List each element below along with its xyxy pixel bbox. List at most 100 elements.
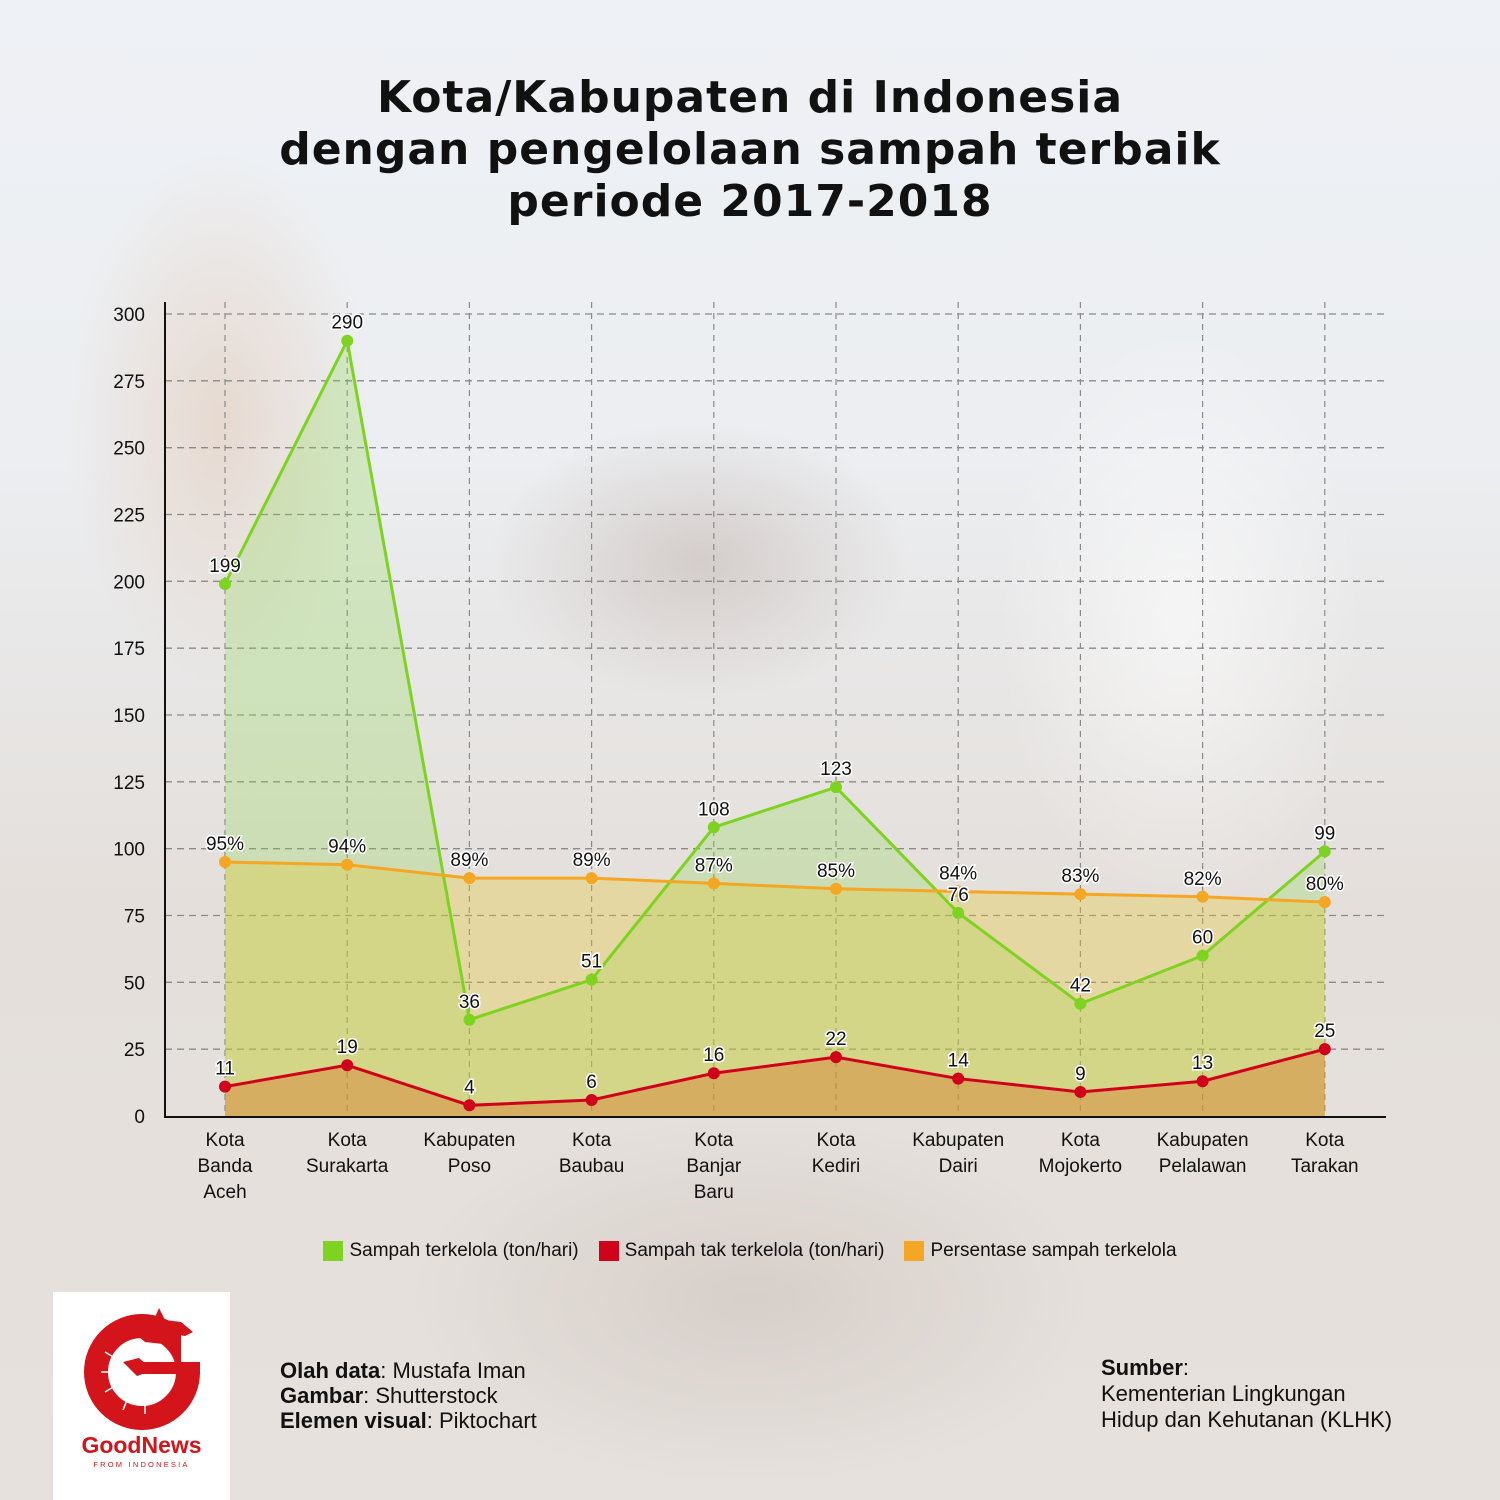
data-point (1074, 1085, 1087, 1098)
data-point (1196, 1075, 1209, 1088)
data-point (585, 973, 598, 986)
legend-swatch-green (323, 1241, 344, 1261)
data-labels: 199 290 36 51 108 123 76 42 60 99 11 19 4 6 16 22 14 9 13 2… (204, 311, 1345, 1100)
source-line-1: Kementerian Lingkungan (1101, 1381, 1346, 1406)
y-tick-label: 50 (124, 973, 145, 994)
legend-item-unmanaged: Sampah tak terkelola (ton/hari) (598, 1240, 885, 1262)
y-tick-label: 175 (113, 639, 145, 660)
data-label: 123 (820, 759, 852, 780)
data-label: 42 (1070, 976, 1091, 997)
data-point (219, 856, 231, 869)
page-title: Kota/Kabupaten di Indonesia dengan penge… (0, 72, 1500, 228)
data-point (1196, 949, 1209, 962)
source-line-2: Hidup dan Kehutanan (KLHK) (1101, 1407, 1393, 1432)
y-tick-label: 225 (113, 506, 145, 527)
data-point (1074, 997, 1087, 1010)
data-point (952, 1072, 965, 1085)
title-line-1: Kota/Kabupaten di Indonesia (376, 72, 1124, 123)
data-point (341, 1059, 354, 1072)
data-point (463, 1099, 476, 1112)
area-fill (225, 862, 1325, 1116)
data-label: 87% (695, 855, 733, 876)
series-lines (223, 336, 1326, 1107)
legend-swatch-orange (904, 1241, 925, 1261)
x-axis-category-label: Kabupaten Dairi (912, 1130, 1005, 1177)
series-line (223, 336, 1326, 1022)
data-point (1318, 845, 1331, 858)
data-point (1318, 1043, 1331, 1056)
credit-visual: Elemen visual: Piktochart (280, 1408, 537, 1433)
logo-tagline: FROM INDONESIA (93, 1460, 190, 1469)
credit-data: Olah data: Mustafa Iman (280, 1358, 526, 1383)
goodnews-logo: GoodNews FROM INDONESIA (53, 1292, 230, 1500)
data-point (219, 1080, 231, 1093)
data-label: 83% (1061, 866, 1099, 887)
garuda-logo-icon (84, 1308, 205, 1430)
data-point (463, 872, 476, 885)
data-point (1074, 888, 1087, 901)
data-label: 108 (698, 799, 730, 820)
x-axis-category-label: Kota Baubau (558, 1130, 625, 1177)
y-tick-label: 75 (124, 907, 145, 928)
data-label: 82% (1184, 869, 1222, 890)
data-label: 290 (331, 313, 363, 334)
x-axis-category-label: Kota Tarakan (1290, 1130, 1359, 1177)
area-fill (225, 340, 1325, 1116)
data-point (585, 1093, 598, 1106)
data-point (585, 872, 598, 885)
data-point (830, 781, 842, 794)
data-label: 14 (948, 1051, 970, 1072)
legend-label: Sampah terkelola (ton/hari) (349, 1240, 579, 1261)
x-axis-category-label: Kabupaten Poso (423, 1130, 516, 1177)
y-tick-label: 25 (124, 1040, 145, 1061)
data-point (707, 877, 720, 890)
data-label: 51 (581, 952, 602, 973)
y-tick-label: 275 (113, 372, 145, 393)
x-axis-category-label: Kabupaten Pelalawan (1156, 1130, 1249, 1177)
data-label: 60 (1192, 928, 1213, 949)
data-label: 89% (450, 850, 488, 871)
data-point (341, 858, 354, 871)
data-point (341, 334, 354, 347)
data-label: 199 (209, 556, 241, 577)
x-axis-category-label: Kota Surakarta (306, 1130, 389, 1177)
title-line-3: periode 2017-2018 (507, 176, 993, 227)
grid-lines (165, 302, 1385, 1116)
data-label: 94% (328, 837, 366, 858)
y-tick-label: 250 (113, 439, 145, 460)
data-label: 6 (586, 1072, 597, 1093)
data-point (952, 885, 965, 898)
logo-wordmark: GoodNews (81, 1432, 202, 1458)
data-point (1196, 890, 1209, 903)
y-tick-label: 125 (113, 773, 145, 794)
y-tick-label: 150 (113, 706, 145, 727)
data-point (707, 821, 720, 834)
series-areas (225, 340, 1325, 1116)
data-label: 36 (459, 992, 480, 1013)
x-axis-category-label: Kota Banjar Baru (686, 1130, 742, 1203)
y-axis-ticks: 0 25 50 75 100 125 150 175 200 225 250 275 300 (113, 305, 145, 1128)
data-label: 84% (939, 863, 977, 884)
data-point (1318, 896, 1331, 909)
data-point (707, 1067, 720, 1080)
legend-label: Sampah tak terkelola (ton/hari) (624, 1240, 885, 1261)
series-points (219, 334, 1331, 1112)
legend-item-managed: Sampah terkelola (ton/hari) (323, 1240, 579, 1262)
y-tick-label: 200 (113, 572, 145, 593)
source-label: Sumber (1101, 1355, 1183, 1380)
x-axis-category-label: Kota Kediri (811, 1130, 861, 1177)
data-label: 76 (948, 885, 969, 906)
data-point (830, 1051, 842, 1064)
legend-label: Persentase sampah terkelola (930, 1240, 1177, 1261)
x-axis-category-label: Kota Banda Aceh (197, 1130, 253, 1203)
series-line (224, 860, 1325, 904)
series-line (224, 1047, 1326, 1107)
y-tick-label: 0 (134, 1107, 145, 1128)
data-label: 95% (206, 834, 244, 855)
data-label: 13 (1192, 1053, 1213, 1074)
y-tick-label: 300 (113, 305, 145, 326)
data-label: 25 (1314, 1021, 1335, 1042)
data-label: 89% (573, 850, 611, 871)
legend-item-percentage: Persentase sampah terkelola (904, 1240, 1177, 1262)
